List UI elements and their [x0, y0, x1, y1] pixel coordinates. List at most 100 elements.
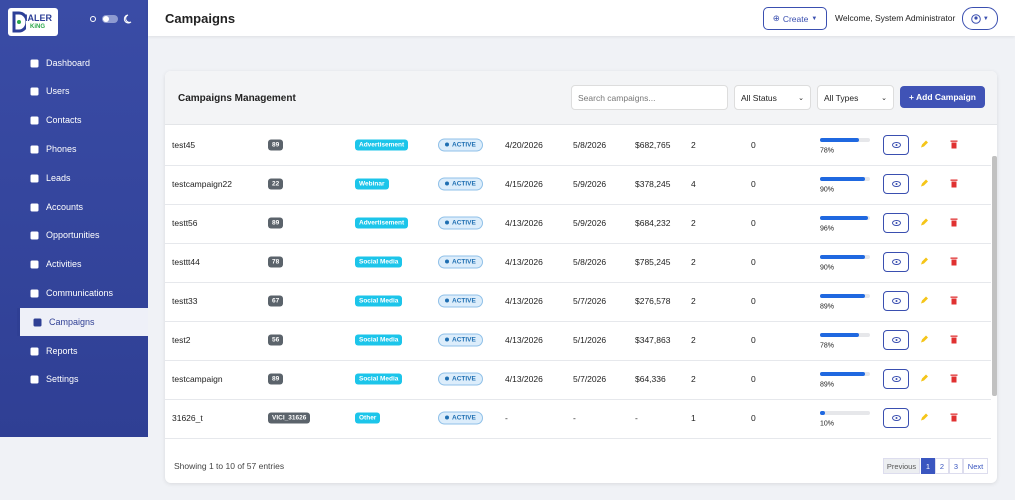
delete-button[interactable]	[950, 218, 958, 229]
progress-track	[820, 177, 870, 181]
create-label: Create	[782, 13, 809, 24]
nav-icon	[33, 318, 42, 326]
delete-button[interactable]	[950, 296, 958, 307]
pencil-icon	[921, 257, 928, 265]
view-button[interactable]	[883, 252, 909, 272]
welcome-text: Welcome, System Administrator	[835, 13, 956, 23]
table-row: testt56 89 Advertisement ACTIVE 4/13/2026 5/9…	[165, 204, 991, 244]
page-button[interactable]: 2	[935, 458, 949, 474]
trash-icon	[950, 179, 958, 188]
type-badge: Social Media	[355, 373, 403, 385]
progress-label: 90%	[820, 186, 835, 194]
page-button[interactable]: 3	[949, 458, 963, 474]
status-badge: ACTIVE	[438, 255, 483, 269]
page-button[interactable]: Next	[963, 458, 988, 474]
nav-item[interactable]: Reports	[17, 337, 148, 365]
start-date: 4/13/2026	[505, 296, 543, 306]
end-date: 5/8/2026	[573, 257, 607, 267]
logo-mark	[12, 11, 26, 33]
status-filter-label: All Status	[741, 92, 777, 103]
eye-icon	[891, 298, 901, 304]
view-button[interactable]	[883, 330, 909, 350]
nav-item[interactable]: Leads	[17, 164, 148, 192]
progress-track	[820, 372, 870, 376]
start-date: 4/13/2026	[505, 218, 543, 228]
status-filter[interactable]: All Status ⌄	[734, 85, 811, 110]
end-date: -	[573, 413, 576, 423]
pencil-icon	[921, 179, 928, 187]
type-badge: Webinar	[355, 178, 389, 190]
delete-button[interactable]	[950, 335, 958, 346]
progress-fill	[820, 411, 825, 415]
progress-label: 90%	[820, 264, 835, 272]
start-date: 4/20/2026	[505, 140, 543, 150]
delete-button[interactable]	[950, 140, 958, 151]
end-date: 5/1/2026	[573, 335, 607, 345]
nav-item[interactable]: Dashboard	[17, 49, 148, 77]
card-header: Campaigns Management Search campaigns...…	[165, 71, 997, 125]
table-row: test45 89 Advertisement ACTIVE 4/20/2026 5/8/…	[165, 126, 991, 166]
edit-button[interactable]	[920, 296, 929, 307]
scrollbar[interactable]	[992, 156, 997, 396]
edit-button[interactable]	[920, 335, 929, 346]
view-button[interactable]	[883, 408, 909, 428]
eye-icon	[891, 376, 901, 382]
logo[interactable]: IALER KiNG	[8, 8, 58, 36]
view-button[interactable]	[883, 213, 909, 233]
eye-icon	[891, 220, 901, 226]
nav-item[interactable]: Contacts	[17, 106, 148, 134]
sidebar: IALER KiNG Dashboard Users Contacts Phones L…	[0, 0, 148, 437]
nav-item[interactable]: Opportunities	[17, 221, 148, 249]
delete-button[interactable]	[950, 257, 958, 268]
campaign-name: testcampaign	[172, 374, 223, 384]
nav-item[interactable]: Campaigns	[17, 308, 148, 336]
nav-item[interactable]: Settings	[17, 365, 148, 393]
status-badge: ACTIVE	[438, 177, 483, 191]
create-button[interactable]: ⊕ Create ▼	[763, 7, 827, 30]
nav-icon	[30, 347, 39, 355]
page-button[interactable]: 1	[921, 458, 935, 474]
nav-item[interactable]: Activities	[17, 250, 148, 278]
search-input[interactable]: Search campaigns...	[571, 85, 728, 110]
edit-button[interactable]	[920, 218, 929, 229]
table-row: testtt44 78 Social Media ACTIVE 4/13/2026 5/8…	[165, 243, 991, 283]
budget: $378,245	[635, 179, 671, 189]
trash-icon	[950, 140, 958, 149]
nav-icon	[30, 289, 39, 297]
conversions: 0	[751, 257, 756, 267]
conversions: 0	[751, 140, 756, 150]
view-button[interactable]	[883, 291, 909, 311]
caret: ▼	[811, 15, 818, 22]
user-menu[interactable]: ▼	[962, 7, 998, 30]
nav-item[interactable]: Users	[17, 77, 148, 105]
edit-button[interactable]	[920, 257, 929, 268]
progress-track	[820, 255, 870, 259]
nav-item[interactable]: Phones	[17, 135, 148, 163]
nav-label: Leads	[46, 173, 71, 183]
delete-button[interactable]	[950, 179, 958, 190]
status-badge: ACTIVE	[438, 333, 483, 347]
view-button[interactable]	[883, 174, 909, 194]
edit-button[interactable]	[920, 140, 929, 151]
delete-button[interactable]	[950, 413, 958, 424]
view-button[interactable]	[883, 135, 909, 155]
type-filter[interactable]: All Types ⌄	[817, 85, 894, 110]
edit-button[interactable]	[920, 413, 929, 424]
theme-toggle[interactable]	[88, 13, 134, 25]
progress-track	[820, 411, 870, 415]
edit-button[interactable]	[920, 374, 929, 385]
view-button[interactable]	[883, 369, 909, 389]
end-date: 5/8/2026	[573, 140, 607, 150]
nav-item[interactable]: Accounts	[17, 193, 148, 221]
budget: $785,245	[635, 257, 671, 267]
page-button[interactable]: Previous	[883, 458, 920, 474]
table-row: 31626_t VICI_31626 Other ACTIVE - - - 1 0 10%	[165, 399, 991, 439]
nav-label: Contacts	[46, 115, 82, 125]
leads: 2	[691, 218, 696, 228]
delete-button[interactable]	[950, 374, 958, 385]
nav-item[interactable]: Communications	[17, 279, 148, 307]
edit-button[interactable]	[920, 179, 929, 190]
add-campaign-button[interactable]: + Add Campaign	[900, 86, 985, 108]
nav-icon	[30, 59, 39, 67]
